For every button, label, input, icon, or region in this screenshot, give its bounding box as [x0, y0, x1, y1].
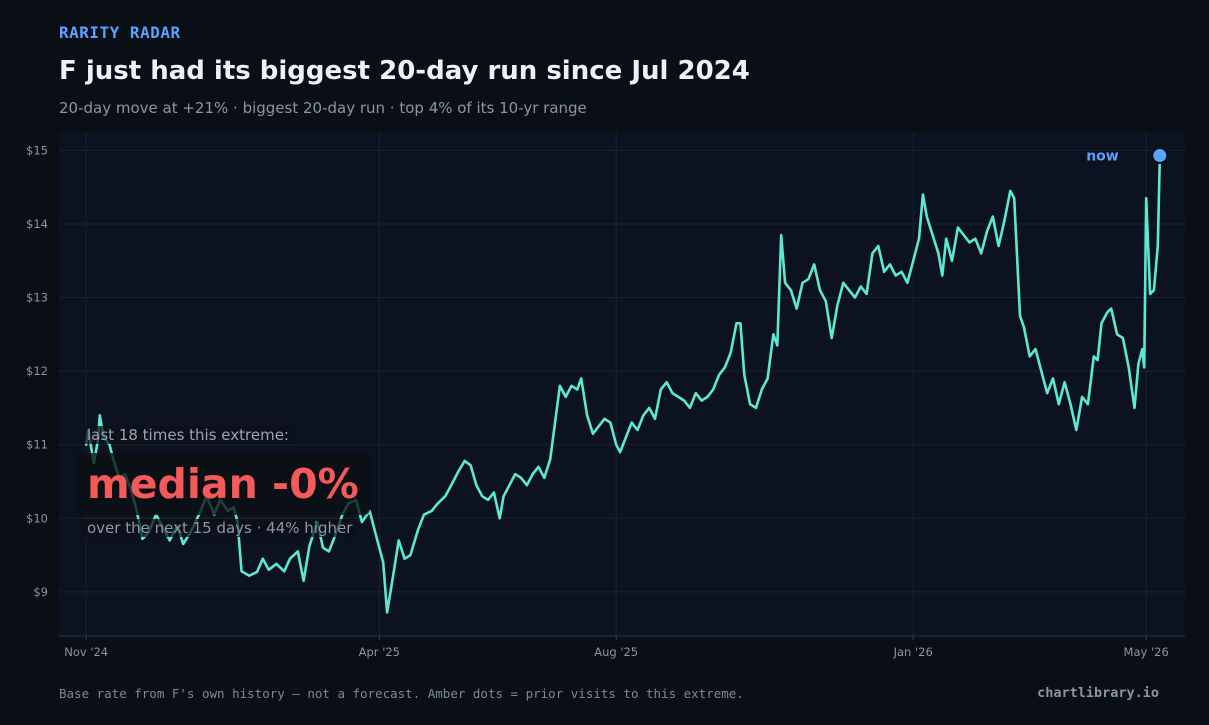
now-marker-dot — [1151, 147, 1169, 165]
now-marker-label: now — [1086, 149, 1119, 165]
callout-detail: over the next 15 days · 44% higher — [82, 519, 358, 537]
y-tick-label: $12 — [26, 364, 48, 378]
eyebrow-label: RARITY RADAR — [59, 23, 181, 42]
chart-subtitle: 20-day move at +21% · biggest 20-day run… — [59, 99, 587, 117]
axes: $9 $10 $11 $12 $13 $14 $15 Nov '24 Apr '25 Aug '2… — [26, 143, 1185, 659]
series-layer — [84, 156, 1162, 614]
base-rate-callout: last 18 times this extreme: median -0% o… — [76, 426, 376, 538]
plot-area — [59, 132, 1185, 636]
callout-median-value: median -0% — [76, 453, 370, 515]
x-tick-label: May '26 — [1124, 645, 1169, 659]
x-tick-label: Apr '25 — [359, 645, 400, 659]
x-tick-label: Aug '25 — [594, 645, 638, 659]
y-tick-label: $10 — [26, 511, 48, 525]
chart-title: F just had its biggest 20-day run since … — [59, 56, 750, 86]
footer-disclaimer: Base rate from F's own history — not a f… — [59, 686, 744, 701]
y-tick-label: $9 — [33, 585, 48, 599]
y-tick-label: $14 — [26, 217, 48, 231]
x-tick-label: Jan '26 — [893, 645, 933, 659]
callout-label: last 18 times this extreme: — [82, 426, 294, 444]
y-tick-label: $11 — [26, 438, 48, 452]
price-line — [84, 156, 1162, 614]
y-tick-label: $13 — [26, 291, 48, 305]
now-marker-layer: now — [1086, 147, 1169, 165]
x-tick-label: Nov '24 — [64, 645, 108, 659]
y-tick-label: $15 — [26, 143, 48, 157]
brand-link[interactable]: chartlibrary.io — [1037, 685, 1159, 701]
